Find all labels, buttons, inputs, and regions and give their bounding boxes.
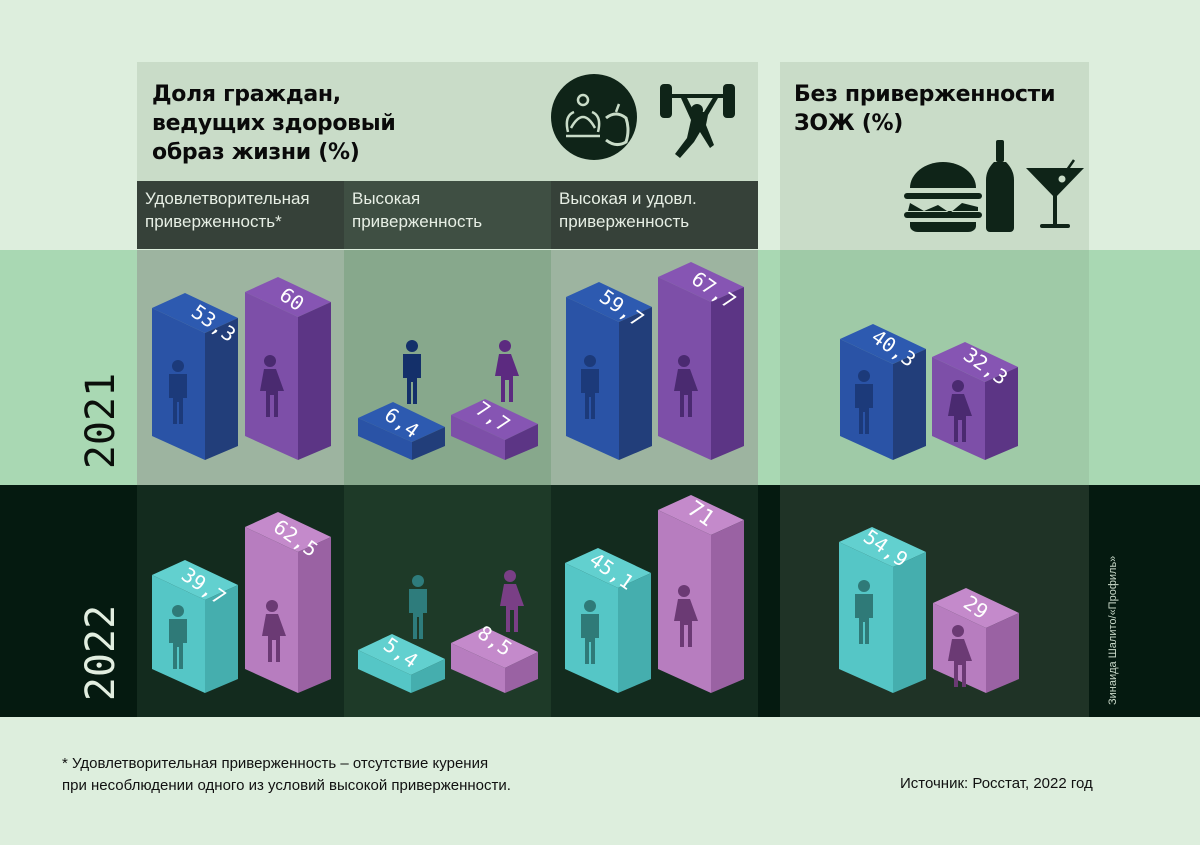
footnote: * Удовлетворительная приверженность – от… [62, 753, 511, 797]
bar-2022-no-adherence-women: 29 [933, 588, 1019, 693]
healthy-panel-header [137, 62, 758, 181]
bar-2021-satisfactory-men: 53,3 [152, 293, 240, 460]
bar-2021-high-and-satisfactory-men: 59,7 [566, 282, 652, 460]
column-header-high-and-satisfactory: Высокая и удовл. приверженность [551, 181, 758, 249]
bar-2022-satisfactory-men: 39,7 [152, 560, 238, 693]
bar-2022-satisfactory-women: 62,5 [245, 512, 331, 693]
yoga-apple-icon [551, 74, 637, 160]
column-header-high: Высокая приверженность [344, 181, 551, 249]
burger-icon [904, 162, 982, 232]
column-header-line: приверженность [352, 212, 483, 231]
source-note: Источник: Росстат, 2022 год [900, 775, 1093, 792]
bar-2021-no-adherence-men: 40,3 [840, 324, 926, 460]
author-credit: Зинаида Шалито/«Профиль» [1107, 555, 1119, 705]
column-header-line: приверженность* [145, 212, 282, 231]
bar-2021-high-women: 7,7 [451, 340, 538, 460]
unhealthy-panel-header [780, 62, 1089, 250]
bar-2022-high-and-satisfactory-women: 71 [658, 495, 744, 693]
title-line: ЗОЖ (%) [794, 111, 903, 136]
title-line: образ жизни (%) [152, 140, 360, 165]
column-header-line: Высокая и удовл. [559, 189, 697, 208]
bar-2021-no-adherence-women: 32,3 [932, 342, 1018, 460]
bar-2021-high-and-satisfactory-women: 67,7 [658, 262, 744, 460]
column-header-line: Удовлетворительная [145, 189, 310, 208]
cell-2022-no-adherence [780, 485, 1089, 717]
bar-2022-high-women: 8,5 [451, 570, 538, 693]
bottle-icon [986, 140, 1014, 232]
bar-2022-high-men: 5,4 [358, 575, 445, 693]
bar-2021-satisfactory-women: 60 [245, 277, 331, 460]
footnote-line: при несоблюдении одного из условий высок… [62, 777, 511, 794]
unhealthy-panel-title: Без приверженности ЗОЖ (%) [794, 80, 1094, 138]
column-header-line: приверженность [559, 212, 690, 231]
weightlifter-icon [660, 84, 735, 158]
title-line: Без приверженности [794, 82, 1056, 107]
title-line: Доля граждан, [152, 82, 341, 107]
bar-2021-high-men: 6,4 [358, 340, 445, 460]
bar-2022-no-adherence-men: 54,9 [839, 524, 926, 693]
cocktail-icon [1026, 159, 1084, 228]
title-line: ведущих здоровый [152, 111, 396, 136]
column-header-satisfactory: Удовлетворительная приверженность* [137, 181, 344, 249]
bar-2022-high-and-satisfactory-men: 45,1 [565, 547, 651, 693]
column-header-line: Высокая [352, 189, 421, 208]
footnote-line: * Удовлетворительная приверженность – от… [62, 755, 489, 772]
healthy-panel-title: Доля граждан, ведущих здоровый образ жиз… [152, 80, 452, 167]
